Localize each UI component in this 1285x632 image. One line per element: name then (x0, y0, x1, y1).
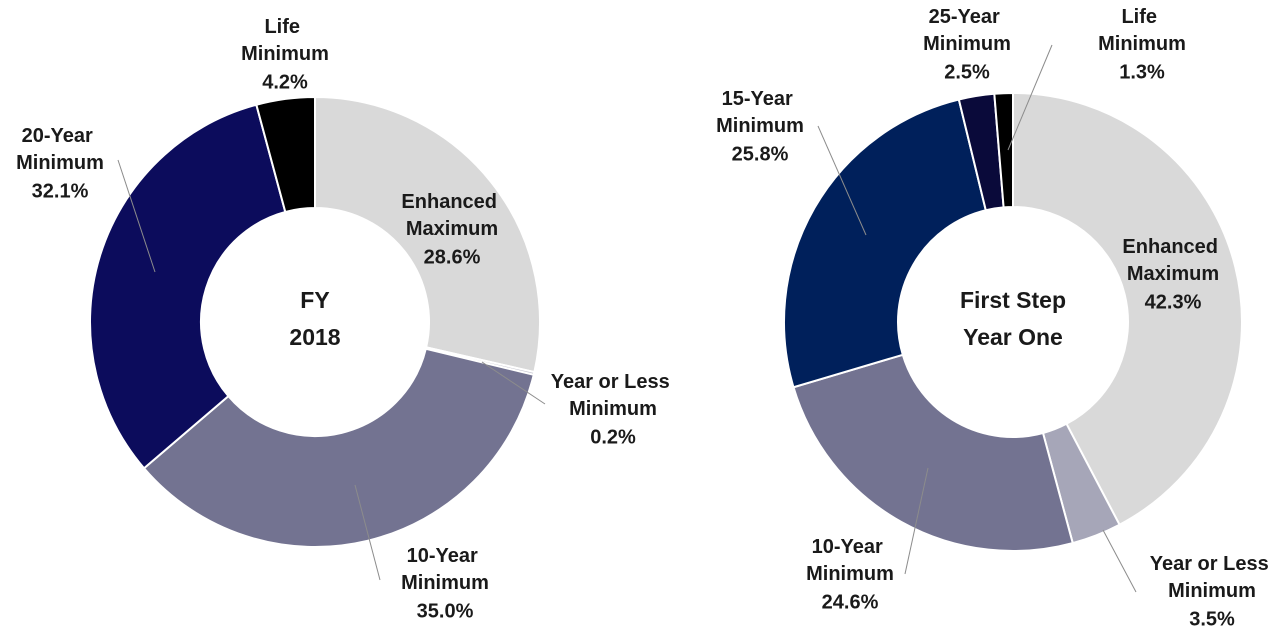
slice-value-label: 3.5% (1189, 608, 1235, 630)
slice-label: Year or Less Minimum (1150, 553, 1275, 602)
slice-label: 20-Year Minimum (16, 125, 104, 174)
leader-line (354, 484, 381, 581)
slice-label: Life Minimum (241, 16, 329, 65)
slice-value-label: 42.3% (1145, 291, 1202, 313)
slice-label: 15-Year Minimum (716, 88, 804, 137)
slice-label: Life Minimum (1098, 6, 1186, 55)
donut-slice (89, 103, 287, 470)
leader-line (481, 361, 546, 405)
center-title: 2018 (289, 324, 340, 350)
slice-label: Enhanced Maximum (1122, 236, 1223, 285)
donut-chart: Enhanced Maximum 28.6% Year or Less Minimu… (16, 16, 675, 622)
slice-value-label: 4.2% (262, 71, 308, 93)
slice-label: Year or Less Minimum (551, 371, 676, 420)
donut-slice (993, 91, 1014, 209)
center-title: First Step (960, 287, 1066, 313)
donut-slice (142, 347, 535, 548)
slice-label: Enhanced Maximum (401, 191, 502, 240)
donut-slice (1012, 91, 1243, 527)
slice-label: 10-Year Minimum (806, 536, 894, 585)
slice-value-label: 24.6% (822, 591, 879, 613)
donut-slice (255, 95, 316, 214)
slice-value-label: 1.3% (1119, 61, 1165, 83)
donut-slice (314, 95, 541, 374)
slice-label: 25-Year Minimum (923, 6, 1011, 55)
leader-line (817, 125, 867, 236)
slice-label: 10-Year Minimum (401, 545, 489, 594)
slice-value-label: 32.1% (32, 180, 89, 202)
slice-value-label: 35.0% (417, 600, 474, 622)
slice-value-label: 2.5% (944, 61, 990, 83)
leader-line (1007, 44, 1053, 151)
slice-value-label: 28.6% (424, 246, 481, 268)
slice-value-label: 0.2% (590, 426, 636, 448)
slice-value-label: 25.8% (732, 143, 789, 165)
donut-slice (792, 353, 1074, 552)
donut-slice (783, 98, 988, 389)
leader-line (117, 159, 156, 273)
donut-chart: Enhanced Maximum 42.3% Year or Less Minimu… (716, 6, 1274, 630)
leader-line (904, 467, 929, 575)
leader-line (1102, 529, 1137, 593)
center-title: FY (300, 287, 329, 313)
center-title: Year One (963, 324, 1063, 350)
